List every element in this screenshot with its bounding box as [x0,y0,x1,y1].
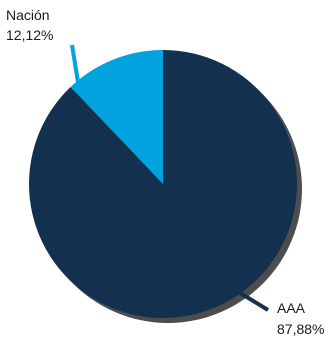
leader-line-aaa [237,290,270,312]
leader-line-nacion [70,44,81,84]
slice-label-nacion-name: Nación [6,7,50,23]
slice-label-aaa-name: AAA [277,300,306,316]
pie-slices [28,50,297,319]
pie-slice-aaa [28,50,297,319]
leader-lines [70,44,270,312]
pie-slice-nacion [70,50,163,184]
slice-label-aaa-value: 87,88% [277,321,324,337]
slice-label-nacion-value: 12,12% [6,27,53,43]
